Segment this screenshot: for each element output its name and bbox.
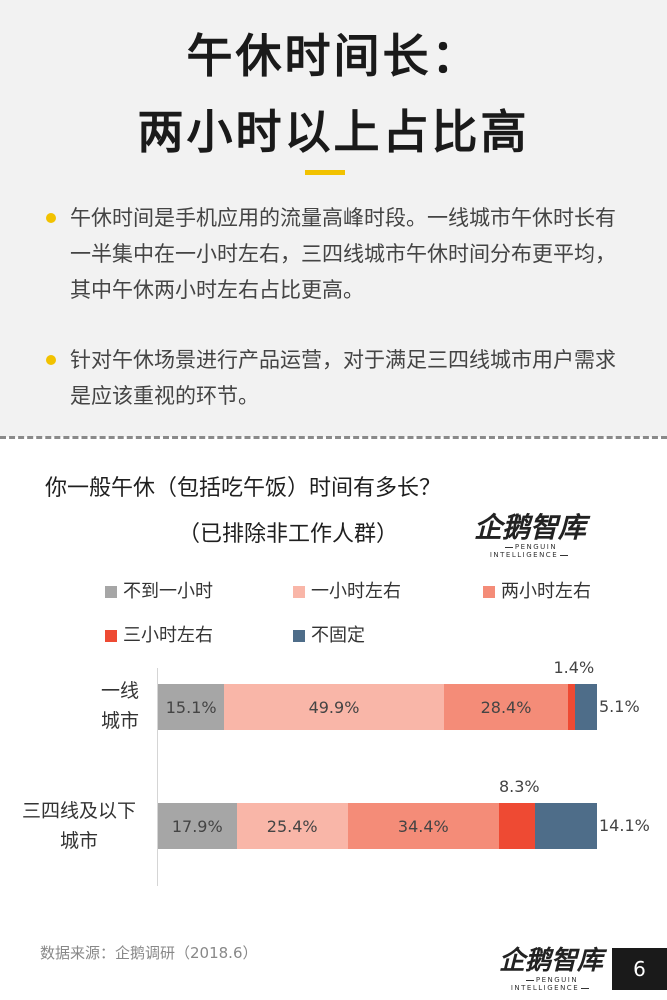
bar-segment xyxy=(498,803,536,849)
chart-axis-line xyxy=(157,668,158,886)
bar-value-label: 5.1% xyxy=(599,697,640,716)
bar-value-label: 34.4% xyxy=(397,816,449,836)
footer-logo-main-text: 企鹅智库 xyxy=(498,946,603,976)
legend-swatch xyxy=(105,586,117,598)
bullet-text-1: 午休时间是手机应用的流量高峰时段。一线城市午休时长有一半集中在一小时左右，三四线… xyxy=(70,206,616,302)
legend-label: 一小时左右 xyxy=(311,581,401,602)
legend-swatch xyxy=(293,630,305,642)
dashed-divider xyxy=(0,436,667,439)
category-label: 一线 城市 xyxy=(92,676,148,736)
bar-segment xyxy=(574,684,597,730)
bar-segment: 49.9% xyxy=(224,684,444,730)
bullet-dot-icon xyxy=(46,213,56,223)
bar-segment: 17.9% xyxy=(158,803,237,849)
bar-value-label: 17.9% xyxy=(171,816,223,836)
bar-segment: 15.1% xyxy=(158,684,225,730)
bar-segment xyxy=(535,803,597,849)
page-title-line2: 两小时以上占比高 xyxy=(137,105,530,159)
legend-swatch xyxy=(483,586,495,598)
page-number: 6 xyxy=(612,948,667,990)
legend-swatch xyxy=(105,630,117,642)
bullet-text-2: 针对午休场景进行产品运营，对于满足三四线城市用户需求是应该重视的环节。 xyxy=(70,348,616,408)
legend-label: 不到一小时 xyxy=(123,581,213,602)
bar-segment: 34.4% xyxy=(347,803,499,849)
legend-label: 两小时左右 xyxy=(501,581,591,602)
bar-value-label: 15.1% xyxy=(165,697,217,717)
legend-label: 三小时左右 xyxy=(123,625,213,646)
footer-logo: 企鹅智库 PENGUIN INTELLIGENCE xyxy=(496,940,606,992)
penguin-intelligence-logo: 企鹅智库 PENGUIN INTELLIGENCE xyxy=(470,506,590,559)
page-title-line1: 午休时间长： xyxy=(186,29,481,83)
title-underline xyxy=(305,170,345,175)
logo-main-text: 企鹅智库 xyxy=(473,511,586,544)
category-label-line: 城市 xyxy=(59,830,98,852)
legend-label: 不固定 xyxy=(311,625,365,646)
bullet-dot-icon xyxy=(46,355,56,365)
bar-segment: 25.4% xyxy=(236,803,348,849)
bar-value-label: 28.4% xyxy=(480,697,532,717)
logo-sub-text: PENGUIN INTELLIGENCE xyxy=(470,543,590,559)
bar-segment xyxy=(568,684,575,730)
legend-swatch xyxy=(293,586,305,598)
data-source: 数据来源：企鹅调研（2018.6） xyxy=(40,944,258,962)
category-label-line: 城市 xyxy=(100,710,139,732)
category-label-line: 一线 xyxy=(100,680,139,702)
bar-value-label: 25.4% xyxy=(266,816,318,836)
intro-panel xyxy=(0,0,667,437)
bar-value-label: 8.3% xyxy=(498,777,540,796)
bar-value-label: 49.9% xyxy=(308,697,360,717)
bar-value-label: 1.4% xyxy=(553,658,595,677)
category-label-line: 三四线及以下 xyxy=(21,800,136,822)
bar-value-label: 14.1% xyxy=(599,816,650,835)
bar-segment: 28.4% xyxy=(443,684,569,730)
category-label: 三四线及以下 城市 xyxy=(14,796,144,856)
survey-question-note: （已排除非工作人群） xyxy=(178,522,399,547)
survey-question: 你一般午休（包括吃午饭）时间有多长？ xyxy=(45,476,442,501)
footer-logo-sub-text: PENGUIN INTELLIGENCE xyxy=(496,976,606,992)
